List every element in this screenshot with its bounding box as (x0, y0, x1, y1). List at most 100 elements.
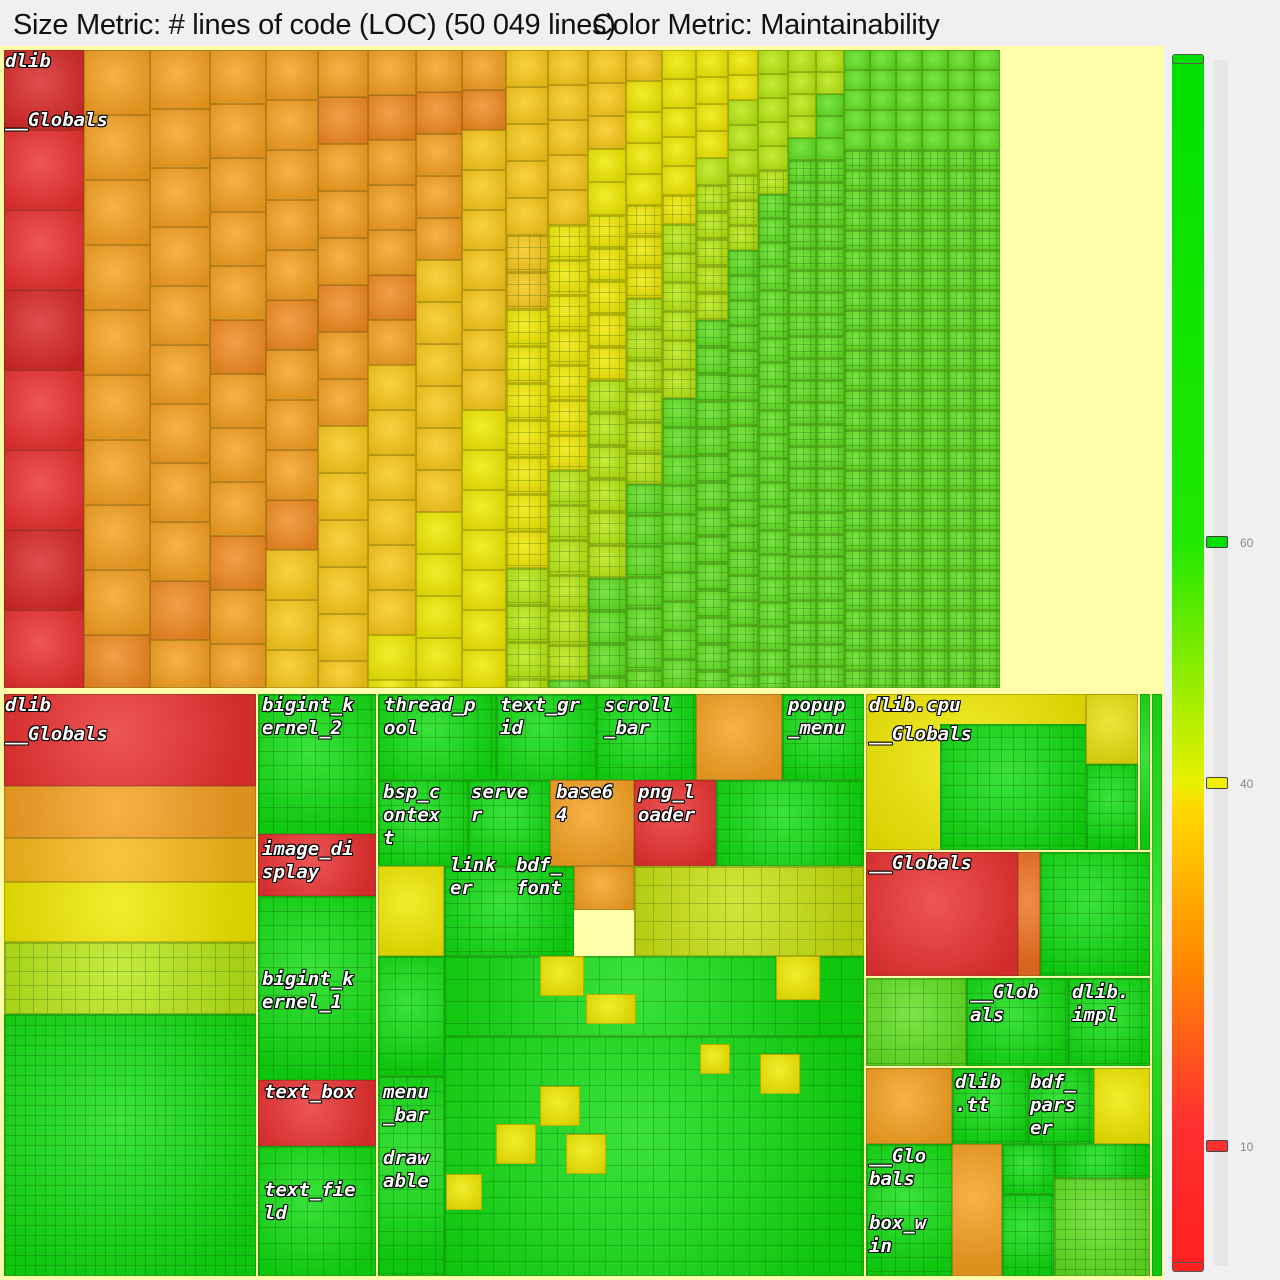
treemap-cell[interactable] (4, 530, 84, 610)
treemap-cell[interactable] (728, 650, 758, 675)
treemap-cell[interactable] (626, 484, 662, 515)
treemap-cell[interactable] (948, 50, 974, 70)
treemap-cell[interactable] (974, 110, 1000, 130)
treemap-cell[interactable] (948, 590, 974, 610)
treemap-cell[interactable] (548, 575, 588, 610)
treemap-cell[interactable] (626, 360, 662, 391)
treemap-cell[interactable] (952, 1144, 1002, 1276)
treemap-cell[interactable] (588, 380, 626, 413)
treemap-cell[interactable] (844, 390, 870, 410)
treemap-cell[interactable] (974, 670, 1000, 688)
treemap-cell[interactable] (548, 260, 588, 295)
treemap-cell[interactable] (844, 50, 870, 70)
treemap-cell[interactable] (700, 1044, 730, 1074)
treemap-cell[interactable] (948, 530, 974, 550)
treemap-cell[interactable] (548, 50, 588, 85)
treemap-cell[interactable] (728, 625, 758, 650)
treemap-cell[interactable] (728, 325, 758, 350)
treemap-cell[interactable] (776, 956, 820, 1000)
treemap-cell[interactable] (758, 266, 788, 290)
treemap-cell[interactable] (588, 116, 626, 149)
treemap-cell[interactable] (696, 482, 728, 509)
treemap-cell[interactable] (258, 694, 376, 834)
treemap-cell[interactable] (896, 610, 922, 630)
treemap-cell[interactable] (266, 450, 318, 500)
treemap-cell[interactable] (896, 370, 922, 390)
treemap-cell[interactable] (788, 336, 816, 358)
treemap-cell[interactable] (816, 72, 844, 94)
treemap-cell[interactable] (368, 185, 416, 230)
treemap-cell[interactable] (844, 210, 870, 230)
treemap-cell[interactable] (506, 494, 548, 531)
treemap-cell[interactable] (318, 332, 368, 379)
treemap-cell[interactable] (922, 630, 948, 650)
treemap-cell[interactable] (870, 570, 896, 590)
treemap-cell[interactable] (548, 540, 588, 575)
treemap-cell[interactable] (416, 302, 462, 344)
treemap-cell[interactable] (462, 410, 506, 450)
treemap-cell[interactable] (758, 218, 788, 242)
treemap-cell[interactable] (728, 300, 758, 325)
treemap-cell[interactable] (468, 780, 550, 866)
treemap-cell[interactable] (150, 345, 210, 404)
treemap-cell[interactable] (922, 50, 948, 70)
treemap-cell[interactable] (84, 505, 150, 570)
treemap-cell[interactable] (870, 150, 896, 170)
treemap-cell[interactable] (588, 512, 626, 545)
treemap-cell[interactable] (844, 330, 870, 350)
treemap-cell[interactable] (758, 146, 788, 170)
treemap-cell[interactable] (922, 470, 948, 490)
treemap-cell[interactable] (788, 182, 816, 204)
treemap-cell[interactable] (896, 490, 922, 510)
treemap-cell[interactable] (548, 680, 588, 688)
treemap-cell[interactable] (318, 379, 368, 426)
treemap-cell[interactable] (870, 270, 896, 290)
treemap-cell[interactable] (866, 978, 966, 1066)
treemap-cell[interactable] (816, 314, 844, 336)
treemap-cell[interactable] (84, 440, 150, 505)
treemap-cell[interactable] (870, 350, 896, 370)
treemap-cell[interactable] (266, 600, 318, 650)
treemap-cell[interactable] (588, 50, 626, 83)
treemap-cell[interactable] (696, 104, 728, 131)
treemap-cell[interactable] (870, 310, 896, 330)
treemap-cell[interactable] (870, 70, 896, 90)
treemap-cell[interactable] (870, 530, 896, 550)
treemap-cell[interactable] (548, 85, 588, 120)
treemap-cell[interactable] (634, 780, 716, 866)
treemap-cell[interactable] (844, 290, 870, 310)
treemap-cell[interactable] (4, 882, 256, 942)
treemap-cell[interactable] (84, 115, 150, 180)
treemap-cell[interactable] (626, 174, 662, 205)
treemap-cell[interactable] (974, 370, 1000, 390)
treemap-cell[interactable] (816, 644, 844, 666)
treemap-cell[interactable] (922, 270, 948, 290)
treemap-cell[interactable] (150, 168, 210, 227)
treemap-cell[interactable] (416, 386, 462, 428)
treemap-cell[interactable] (758, 530, 788, 554)
treemap-cell[interactable] (896, 70, 922, 90)
treemap-cell[interactable] (506, 161, 548, 198)
treemap-cell[interactable] (84, 375, 150, 440)
treemap-cell[interactable] (728, 200, 758, 225)
treemap-cell[interactable] (588, 446, 626, 479)
treemap-cell[interactable] (84, 50, 150, 115)
treemap-cell[interactable] (870, 610, 896, 630)
treemap-cell[interactable] (662, 514, 696, 543)
treemap-cell[interactable] (922, 90, 948, 110)
treemap-cell[interactable] (816, 336, 844, 358)
treemap-cell[interactable] (266, 150, 318, 200)
treemap-cell[interactable] (870, 390, 896, 410)
treemap-cell[interactable] (728, 675, 758, 688)
treemap-cell[interactable] (788, 578, 816, 600)
treemap-cell[interactable] (948, 110, 974, 130)
treemap-cell[interactable] (948, 550, 974, 570)
treemap-cell[interactable] (210, 266, 266, 320)
treemap-cell[interactable] (1028, 1068, 1094, 1144)
treemap-cell[interactable] (844, 190, 870, 210)
treemap-cell[interactable] (368, 545, 416, 590)
treemap-cell[interactable] (870, 450, 896, 470)
treemap-cell[interactable] (728, 375, 758, 400)
treemap-cell[interactable] (416, 176, 462, 218)
treemap-cell[interactable] (716, 780, 864, 866)
